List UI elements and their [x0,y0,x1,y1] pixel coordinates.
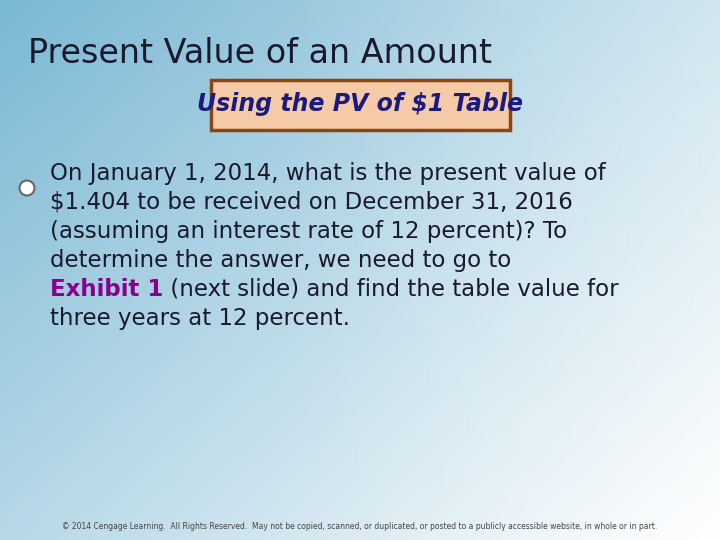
FancyBboxPatch shape [210,80,510,130]
Text: Using the PV of $1 Table: Using the PV of $1 Table [197,92,523,116]
Text: (next slide) and find the table value for: (next slide) and find the table value fo… [163,278,619,301]
Text: On January 1, 2014, what is the present value of: On January 1, 2014, what is the present … [50,162,606,185]
Text: © 2014 Cengage Learning.  All Rights Reserved.  May not be copied, scanned, or d: © 2014 Cengage Learning. All Rights Rese… [63,522,657,531]
Text: Present Value of an Amount: Present Value of an Amount [28,37,492,70]
Text: determine the answer, we need to go to: determine the answer, we need to go to [50,249,511,272]
Text: three years at 12 percent.: three years at 12 percent. [50,307,350,330]
Text: Exhibit 1: Exhibit 1 [50,278,163,301]
Text: $1.404 to be received on December 31, 2016: $1.404 to be received on December 31, 20… [50,191,573,214]
Circle shape [19,180,35,195]
Text: (assuming an interest rate of 12 percent)? To: (assuming an interest rate of 12 percent… [50,220,567,243]
